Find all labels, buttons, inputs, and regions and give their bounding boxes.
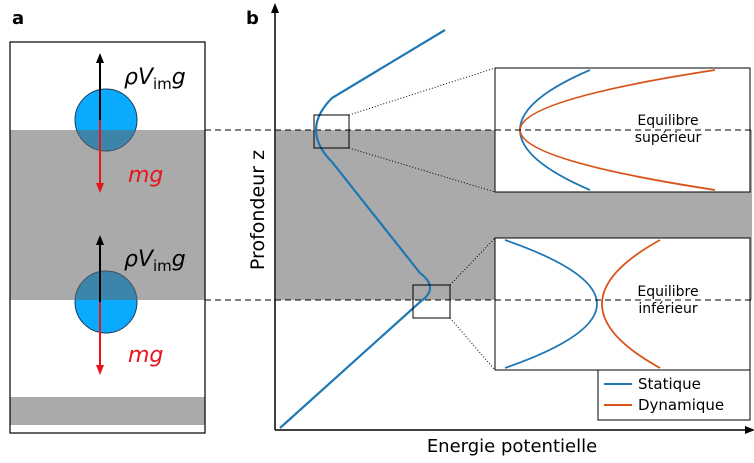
dense-layer	[10, 130, 205, 300]
connector	[449, 317, 496, 371]
zoom-connectors	[348, 67, 496, 371]
legend-frame	[597, 369, 751, 421]
connector	[449, 237, 496, 286]
subscript: im	[153, 75, 172, 93]
symbol: g	[172, 247, 186, 272]
symbol: g	[172, 65, 186, 90]
static-curve	[504, 239, 598, 369]
symbol: ρV	[124, 65, 155, 90]
subscript: im	[153, 257, 172, 275]
dynamic-curve	[601, 239, 661, 369]
legend-label: Statique	[638, 375, 701, 393]
weight-label: mg	[128, 163, 163, 188]
panel-label: a	[12, 8, 24, 29]
zoom-box	[313, 114, 350, 149]
static-curve	[279, 29, 446, 429]
weight-label: mg	[128, 343, 163, 368]
inset	[494, 237, 751, 371]
symbol: ρV	[124, 247, 155, 272]
dense-layer	[10, 397, 205, 425]
y-axis-label: Profondeur z	[247, 150, 269, 270]
inset-label: Equilibre	[637, 284, 698, 300]
inset-label: supérieur	[635, 130, 702, 146]
inset-label: inférieur	[638, 301, 697, 317]
buoyancy-label: ρVimg	[124, 65, 186, 93]
legend: Statique Dynamique	[597, 369, 751, 421]
x-axis-label: Energie potentielle	[427, 436, 597, 457]
inset-label: Equilibre	[637, 113, 698, 129]
legend-label: Dynamique	[638, 396, 724, 414]
panel-frame	[9, 41, 206, 434]
zoom-box	[412, 284, 451, 319]
panel-label: b	[246, 8, 259, 29]
buoyancy-label: ρVimg	[124, 247, 186, 275]
